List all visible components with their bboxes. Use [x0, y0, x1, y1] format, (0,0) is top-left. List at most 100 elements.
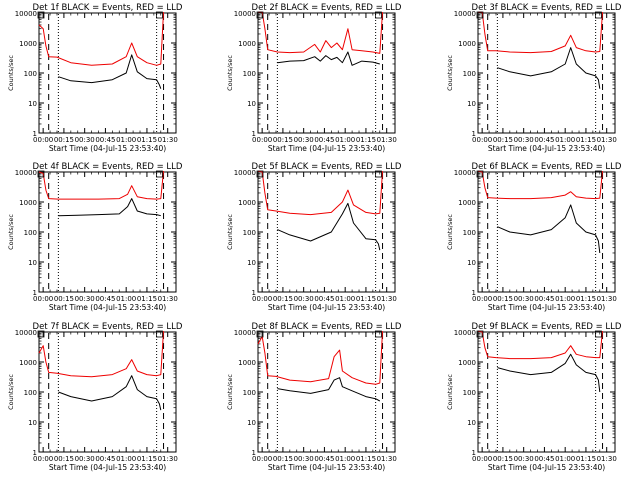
panel-title: Det 4f BLACK = Events, RED = LLD [33, 162, 183, 172]
corner-marker [256, 170, 264, 178]
y-tick-label: 100 [24, 229, 37, 237]
y-axis-label: Counts/sec [7, 55, 15, 91]
y-tick-label: 10 [28, 259, 37, 267]
corner-marker [476, 11, 484, 19]
x-axis-label: Start Time (04-Jul-15 23:53:40) [49, 463, 166, 472]
y-tick-label: 100 [243, 389, 256, 397]
events-series-line [497, 204, 601, 254]
corner-marker [476, 170, 484, 178]
lld-series-line [258, 11, 383, 54]
y-tick-label: 10 [467, 100, 476, 108]
y-tick-label: 1000 [458, 40, 476, 48]
y-tick-label: 10 [467, 259, 476, 267]
x-tick-label: 01:15 [356, 136, 376, 144]
corner-marker [155, 11, 163, 19]
x-tick-label: 00:30 [75, 295, 95, 303]
y-tick-label: 10 [247, 100, 256, 108]
panel-title: Det 6f BLACK = Events, RED = LLD [472, 162, 622, 172]
events-series-line [497, 353, 601, 393]
y-tick-label: 1000 [458, 359, 476, 367]
corner-marker [594, 170, 602, 178]
y-tick-label: 1000 [238, 40, 256, 48]
x-tick-label: 00:15 [273, 455, 293, 463]
x-tick-label: 00:00 [472, 295, 492, 303]
x-tick-label: 01:00 [555, 136, 575, 144]
lld-series-line [477, 170, 603, 200]
corner-marker [155, 170, 163, 178]
panel-title: Det 7f BLACK = Events, RED = LLD [33, 322, 183, 332]
y-tick-label: 100 [24, 389, 37, 397]
detector-panel: Det 3f BLACK = Events, RED = LLD 1 10 100 10… [446, 3, 622, 153]
lld-series-line [38, 331, 164, 378]
corner-marker [256, 330, 264, 338]
y-axis-label: Counts/sec [446, 374, 454, 410]
y-tick-label: 10000 [15, 329, 37, 337]
y-tick-label: 100 [463, 389, 476, 397]
x-tick-label: 00:00 [33, 455, 53, 463]
x-tick-label: 00:45 [95, 455, 115, 463]
y-tick-label: 1 [472, 130, 476, 138]
x-tick-label: 01:30 [158, 455, 178, 463]
events-series-line [58, 54, 162, 89]
events-series-line [277, 377, 381, 402]
y-tick-label: 10000 [15, 10, 37, 18]
corner-marker [37, 170, 45, 178]
y-axis-label: Counts/sec [446, 214, 454, 250]
corner-marker [594, 11, 602, 19]
y-tick-label: 1 [252, 449, 256, 457]
x-tick-label: 00:00 [472, 455, 492, 463]
x-tick-label: 00:15 [493, 455, 513, 463]
x-tick-label: 00:30 [294, 136, 314, 144]
x-tick-label: 00:15 [54, 136, 74, 144]
y-tick-label: 100 [463, 70, 476, 78]
y-tick-label: 1 [33, 289, 37, 297]
x-tick-label: 01:30 [597, 455, 617, 463]
x-tick-label: 00:15 [273, 295, 293, 303]
plot-frame [477, 331, 616, 453]
events-series-line [277, 51, 380, 66]
x-axis-label: Start Time (04-Jul-15 23:53:40) [488, 463, 605, 472]
y-tick-label: 1000 [19, 359, 37, 367]
detector-panel: Det 1f BLACK = Events, RED = LLD 1 10 100 10… [7, 3, 183, 153]
y-tick-label: 10000 [454, 10, 476, 18]
x-tick-label: 00:45 [314, 295, 334, 303]
corner-marker [374, 11, 382, 19]
events-series-line [497, 47, 601, 89]
x-tick-label: 00:00 [252, 136, 272, 144]
x-tick-label: 01:15 [576, 136, 596, 144]
x-tick-label: 00:15 [493, 295, 513, 303]
lld-series-line [38, 171, 164, 200]
x-tick-label: 01:00 [335, 455, 355, 463]
y-axis-label: Counts/sec [226, 55, 234, 91]
x-axis-label: Start Time (04-Jul-15 23:53:40) [268, 463, 385, 472]
y-tick-label: 1 [252, 130, 256, 138]
corner-marker [256, 11, 264, 19]
events-series-line [58, 375, 162, 411]
panel-title: Det 1f BLACK = Events, RED = LLD [33, 3, 183, 13]
y-tick-label: 1000 [19, 199, 37, 207]
detector-panel: Det 5f BLACK = Events, RED = LLD 1 10 100 10… [226, 162, 402, 312]
x-tick-label: 01:15 [356, 295, 376, 303]
y-tick-label: 1000 [238, 199, 256, 207]
x-tick-label: 00:00 [252, 295, 272, 303]
detector-panel: Det 9f BLACK = Events, RED = LLD 1 10 100 10… [446, 322, 622, 472]
x-tick-label: 00:00 [33, 295, 53, 303]
plot-frame [257, 12, 396, 134]
corner-marker [374, 170, 382, 178]
y-tick-label: 1 [33, 130, 37, 138]
detector-panel: Det 7f BLACK = Events, RED = LLD 1 10 100 10… [7, 322, 183, 472]
y-tick-label: 10000 [454, 329, 476, 337]
x-tick-label: 01:15 [576, 455, 596, 463]
x-tick-label: 00:45 [95, 295, 115, 303]
y-tick-label: 1 [472, 449, 476, 457]
x-tick-label: 01:30 [158, 295, 178, 303]
y-tick-label: 10000 [454, 169, 476, 177]
detector-panel: Det 4f BLACK = Events, RED = LLD 1 10 100 10… [7, 162, 183, 312]
y-tick-label: 100 [243, 70, 256, 78]
plot-frame [38, 171, 177, 293]
lld-series-line [257, 170, 383, 216]
x-tick-label: 01:30 [377, 455, 397, 463]
y-axis-label: Counts/sec [7, 214, 15, 250]
